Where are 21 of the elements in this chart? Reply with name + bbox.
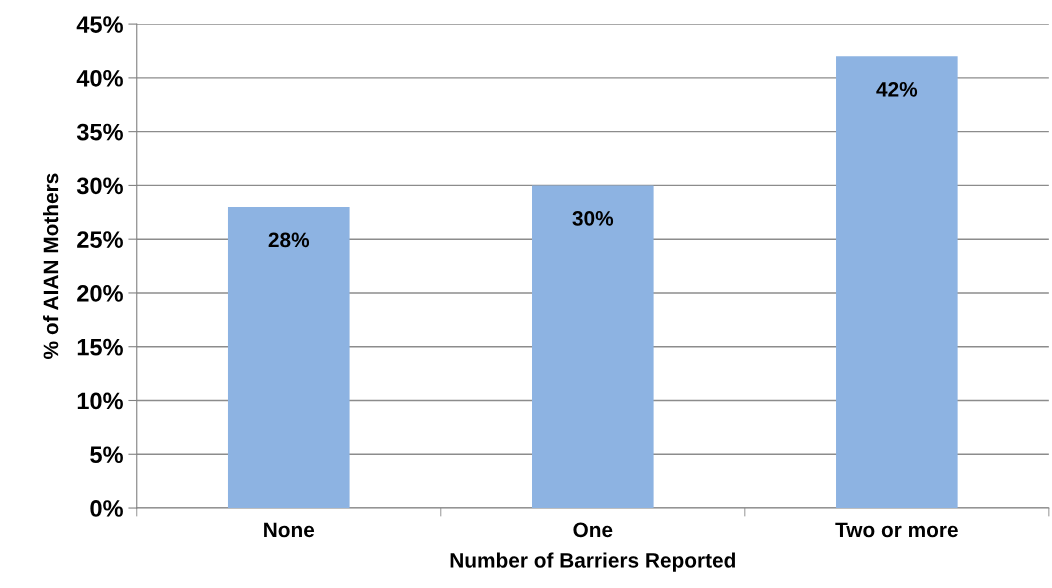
data-label: 30% (572, 210, 614, 226)
x-tick-label: Two or more (835, 522, 958, 538)
y-tick-label: 40% (76, 69, 123, 87)
data-label: 28% (268, 232, 310, 248)
y-tick-label: 10% (77, 392, 123, 410)
bar (532, 185, 654, 509)
data-label: 42% (876, 81, 918, 97)
x-axis-title: Number of Barriers Reported (450, 552, 735, 572)
y-tick-label: 20% (77, 285, 123, 302)
x-tick-label: One (573, 522, 613, 538)
y-tick-label: 15% (77, 338, 123, 356)
bar (227, 206, 350, 509)
y-tick-label: 5% (90, 446, 123, 464)
y-tick-label: 0% (90, 500, 123, 517)
bar (836, 56, 958, 509)
y-tick-label: 45% (76, 16, 123, 33)
y-tick-label: 35% (76, 123, 123, 141)
y-tick-label: 30% (76, 177, 123, 195)
y-tick-label: 25% (77, 231, 123, 248)
y-axis-title: % of AIAN Mothers (43, 173, 59, 359)
x-tick-label: None (264, 522, 315, 538)
